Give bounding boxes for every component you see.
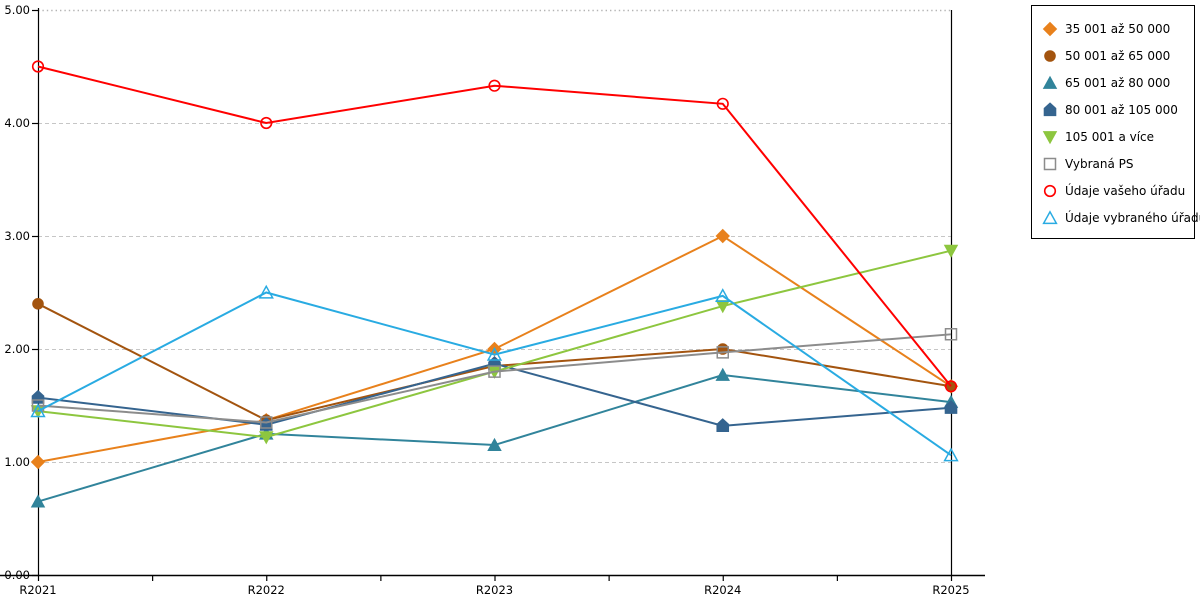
line-chart: 0.00 1.00 2.00 3.00 4.00 5.00 R2021 R2022 R2023 R… (0, 3, 985, 597)
marker-circle (1043, 184, 1057, 197)
marker-triangle-up (30, 403, 46, 418)
legend-item: 50 001 až 65 000 (1042, 42, 1184, 69)
diamond-icon (1042, 21, 1058, 36)
marker-triangle-up (1042, 209, 1058, 224)
marker-circle (716, 97, 729, 110)
marker-triangle-up (715, 367, 730, 381)
series-line (37, 333, 952, 424)
marker-circle (1044, 49, 1056, 62)
y-tick-label: 2.00 (4, 342, 30, 356)
marker-triangle-up (1042, 75, 1058, 89)
marker-triangle-up (715, 288, 731, 303)
legend-item: Údaje vybraného úřadu (1042, 204, 1200, 231)
marker-circle (31, 60, 45, 73)
marker-square (716, 346, 729, 359)
legend-label: 80 001 až 105 000 (1065, 102, 1178, 117)
legend-item: 105 001 a více (1042, 123, 1184, 150)
x-tick-label: R2023 (476, 583, 513, 597)
legend-item: 35 001 až 50 000 (1042, 15, 1184, 42)
legend-label: 35 001 až 50 000 (1065, 21, 1171, 36)
square-icon (1043, 157, 1057, 170)
marker-circle (488, 79, 501, 92)
marker-circle (260, 116, 273, 130)
y-tick-label: 5.00 (4, 3, 30, 17)
marker-diamond (715, 228, 730, 244)
marker-diamond (1042, 21, 1058, 36)
circle-icon (1044, 49, 1056, 62)
chart-legend: 35 001 až 50 000 50 001 až 65 000 65 001 a… (1031, 5, 1200, 239)
legend-item: Údaje vašeho úřadu (1042, 177, 1186, 204)
marker-triangle-up (487, 437, 502, 451)
series-line (37, 65, 952, 387)
pentagon-icon (1043, 101, 1057, 116)
marker-square (488, 365, 501, 378)
x-tick-label: R2025 (932, 583, 969, 597)
marker-pentagon (31, 389, 45, 404)
legend-label: 105 001 a více (1065, 129, 1155, 144)
legend-label: 50 001 až 65 000 (1065, 48, 1171, 63)
series-6 (31, 60, 958, 393)
marker-triangle-up (486, 346, 503, 361)
legend-item: 65 001 až 80 000 (1042, 69, 1184, 96)
marker-square (944, 328, 958, 341)
marker-square (31, 399, 45, 412)
marker-triangle-up (943, 447, 959, 462)
triangle-up-icon (1042, 75, 1058, 89)
marker-pentagon (716, 418, 730, 432)
x-tick-label: R2024 (704, 583, 741, 597)
y-tick-label: 4.00 (4, 116, 30, 130)
triangle-down-icon (1042, 130, 1058, 144)
marker-triangle-down (943, 244, 959, 258)
legend-label: Vybraná PS (1065, 156, 1134, 171)
legend-label: 65 001 až 80 000 (1065, 75, 1171, 90)
marker-square (260, 416, 273, 429)
marker-circle (32, 298, 44, 310)
marker-pentagon (1043, 101, 1057, 116)
triangle-up-icon (1042, 209, 1058, 224)
marker-triangle-up (30, 494, 46, 508)
series-5 (31, 328, 958, 429)
marker-triangle-down (1042, 130, 1058, 144)
x-tick-label: R2022 (248, 583, 285, 597)
marker-square (1043, 157, 1057, 170)
marker-triangle-down (259, 431, 274, 445)
marker-diamond (30, 454, 46, 470)
y-tick-label: 1.00 (4, 455, 30, 469)
legend-label: Údaje vybraného úřadu (1065, 210, 1200, 225)
series-line (37, 291, 952, 457)
y-tick-label: 3.00 (4, 229, 30, 243)
legend-item: Vybraná PS (1042, 150, 1184, 177)
legend-item: 80 001 až 105 000 (1042, 96, 1184, 123)
marker-triangle-up (258, 284, 274, 299)
circle-icon (1043, 184, 1057, 197)
series-7 (30, 284, 959, 462)
y-tick-label: 0.00 (4, 568, 30, 582)
marker-circle (944, 380, 958, 393)
x-tick-label: R2021 (19, 583, 56, 597)
legend-label: Údaje vašeho úřadu (1065, 183, 1186, 198)
marker-pentagon (944, 400, 958, 414)
